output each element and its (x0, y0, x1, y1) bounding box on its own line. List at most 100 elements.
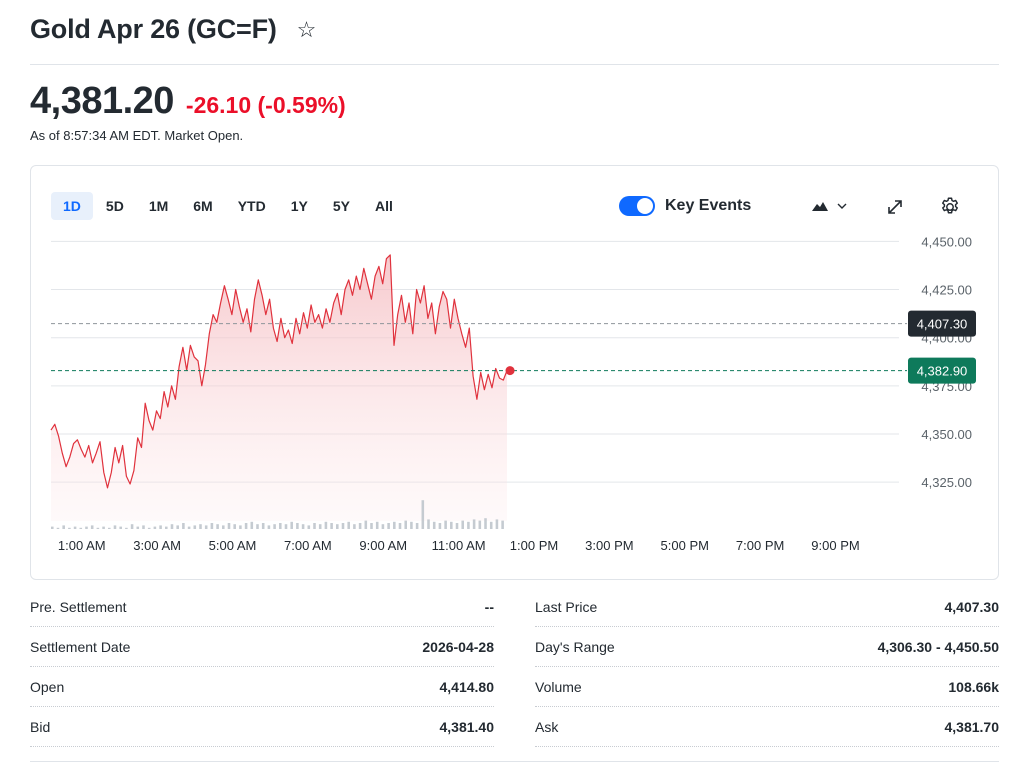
gear-icon (942, 197, 958, 214)
volume-bar (450, 521, 453, 529)
stat-value: -- (484, 598, 494, 615)
price-label-badge (908, 310, 976, 337)
x-tick-label: 7:00 PM (736, 538, 784, 553)
stat-row: Open 4,414.80 (30, 667, 494, 707)
volume-bar (51, 526, 54, 529)
volume-bar (353, 524, 356, 529)
settings-button[interactable] (939, 196, 961, 223)
volume-bar (444, 520, 447, 529)
stat-row: Pre. Settlement -- (30, 587, 494, 627)
chart-card: 4,450.00 4,425.00 4,400.00 4,375.00 4,350.00… (30, 165, 999, 580)
stat-label: Settlement Date (30, 638, 131, 655)
range-button-6m[interactable]: 6M (193, 198, 213, 214)
volume-bar (222, 525, 225, 529)
star-outline-icon[interactable]: ☆ (296, 16, 317, 42)
toggle-switch[interactable] (619, 196, 655, 216)
volume-bar (501, 520, 504, 529)
volume-bar (170, 524, 174, 529)
y-tick-label: 4,350.00 (921, 427, 972, 442)
stat-label: Volume (535, 678, 582, 695)
volume-bar (336, 524, 339, 529)
volume-bar (73, 526, 77, 529)
x-tick-label: 9:00 AM (359, 538, 407, 553)
stat-label: Day's Range (535, 638, 615, 655)
stat-row: Bid 4,381.40 (30, 707, 494, 747)
volume-bar (375, 521, 379, 529)
last-price-dot (505, 366, 515, 376)
x-tick-label: 7:00 AM (284, 538, 332, 553)
stats-left-column: Pre. Settlement -- Settlement Date 2026-04-… (30, 587, 494, 747)
stat-value: 4,407.30 (944, 598, 1000, 615)
volume-bar (136, 526, 140, 529)
volume-bar (358, 523, 362, 529)
as-of-timestamp: As of 8:57:34 AM EDT. Market Open. (30, 128, 244, 143)
stat-label: Open (30, 678, 65, 695)
range-selector: 1D 5D 1M 6M YTD 1Y 5Y All (51, 192, 406, 220)
chart-type-dropdown[interactable] (811, 199, 849, 213)
volume-bar (108, 527, 111, 529)
expand-icon (888, 200, 902, 214)
range-button-ytd[interactable]: YTD (237, 198, 266, 214)
volume-bar (261, 523, 265, 529)
range-button-1d[interactable]: 1D (51, 192, 93, 220)
range-button-1y[interactable]: 1Y (290, 198, 308, 214)
stat-row: Settlement Date 2026-04-28 (30, 627, 494, 667)
volume-bar (182, 523, 185, 529)
volume-bar (244, 523, 248, 529)
stat-value: 2026-04-28 (422, 638, 494, 655)
stat-value: 108.66k (948, 678, 999, 695)
volume-bar (438, 523, 442, 529)
volume-bar (347, 521, 350, 529)
range-button-5y[interactable]: 5Y (332, 198, 350, 214)
price-label-badge (908, 357, 976, 384)
y-tick-label: 4,325.00 (921, 475, 972, 490)
volume-bar (455, 523, 459, 529)
volume-bar (142, 525, 145, 529)
volume-bar (284, 524, 288, 529)
x-tick-label: 3:00 PM (585, 538, 633, 553)
volume-bar (62, 525, 65, 529)
volume-bar (273, 524, 276, 529)
y-tick-label: 4,450.00 (921, 234, 972, 249)
mountain-chart-icon (812, 202, 828, 211)
volume-bar (176, 525, 179, 529)
range-button-1m[interactable]: 1M (148, 198, 169, 214)
expand-button[interactable] (884, 196, 906, 223)
stat-value: 4,414.80 (439, 678, 495, 695)
volume-bar (279, 523, 282, 529)
stat-value: 4,381.70 (944, 718, 1000, 735)
volume-bar (204, 525, 208, 529)
volume-bar (478, 520, 482, 529)
range-button-5d[interactable]: 5D (105, 198, 124, 214)
stat-row: Day's Range 4,306.30 - 4,450.50 (535, 627, 999, 667)
stats-right-column: Last Price 4,407.30 Day's Range 4,306.30 - … (535, 587, 999, 747)
volume-bar (404, 520, 407, 529)
volume-bar (313, 523, 316, 529)
volume-bar (130, 524, 134, 529)
volume-bar (370, 523, 373, 529)
stat-value: 4,381.40 (439, 718, 495, 735)
volume-bar (415, 523, 419, 529)
volume-bar (165, 526, 168, 529)
quote-row: 4,381.20 -26.10 (-0.59%) (30, 80, 346, 123)
volume-bar (102, 526, 105, 529)
volume-bar (239, 525, 242, 529)
price-line (50, 254, 508, 489)
price-chart[interactable]: 4,450.004,425.004,400.004,375.004,350.00… (31, 166, 998, 579)
price-label-text: 4,382.90 (917, 364, 968, 379)
volume-bar (472, 519, 476, 529)
range-button-all[interactable]: All (374, 198, 393, 214)
x-tick-label: 1:00 AM (58, 538, 106, 553)
key-events-toggle[interactable]: Key Events (619, 196, 751, 216)
volume-bar (256, 524, 259, 529)
volume-bar (307, 525, 311, 529)
volume-bar (495, 519, 499, 529)
stat-label: Bid (30, 718, 51, 735)
stat-label: Pre. Settlement (30, 598, 127, 615)
volume-bar (427, 519, 430, 529)
volume-bar (432, 521, 436, 529)
x-tick-label: 5:00 PM (661, 538, 709, 553)
divider (30, 64, 999, 65)
volume-bar (324, 521, 328, 529)
volume-bar (250, 521, 254, 529)
